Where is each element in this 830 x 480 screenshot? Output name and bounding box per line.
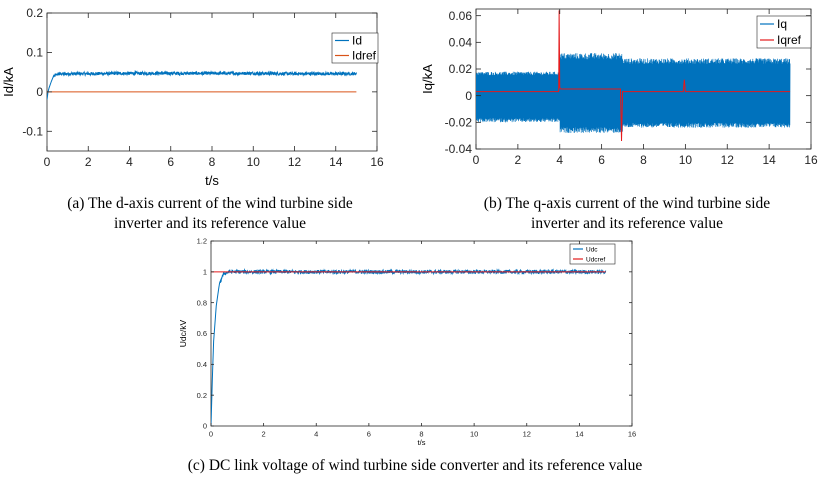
x-tick-label: 14: [762, 153, 776, 167]
x-tick-label: 4: [314, 430, 318, 439]
y-axis-label: Iq/kA: [420, 64, 435, 94]
y-tick-label: 0.4: [197, 360, 207, 369]
x-tick-label: 0: [209, 430, 213, 439]
legend-entry: Iq: [777, 17, 787, 31]
x-tick-label: 4: [126, 155, 133, 169]
legend: Iq Iqref: [756, 15, 812, 49]
legend-box: [756, 15, 812, 49]
x-tick-label: 2: [85, 155, 92, 169]
y-axis-label: Id/kA: [1, 67, 16, 97]
data-layer: [211, 268, 607, 426]
y-tick-label: 0.06: [449, 9, 473, 23]
y-tick-label: 0.2: [26, 6, 43, 20]
y-tick-label: 0.6: [197, 329, 207, 338]
y-tick-label: 0.2: [197, 391, 207, 400]
x-tick-label: 14: [329, 155, 343, 169]
legend-entry: Iqref: [777, 33, 802, 47]
caption-b-line2: inverter and its reference value: [531, 215, 723, 232]
x-tick-label: 10: [679, 153, 693, 167]
y-tick-label: -0.02: [445, 116, 473, 130]
x-tick-label: 16: [370, 155, 384, 169]
x-tick-label: 14: [575, 430, 583, 439]
caption-c-line1: (c) DC link voltage of wind turbine side…: [187, 457, 643, 474]
x-tick-label: 10: [247, 155, 261, 169]
x-axis-label: t/s: [418, 438, 426, 447]
x-tick-label: 0: [44, 155, 51, 169]
x-tick-label: 12: [523, 430, 531, 439]
x-tick-label: 10: [470, 430, 478, 439]
legend-entry: Udcref: [586, 257, 605, 264]
y-tick-label: 0.02: [449, 62, 473, 76]
y-tick-label: 0: [203, 422, 207, 431]
y-tick-label: 1: [203, 267, 207, 276]
caption-a-line1: (a) The d-axis current of the wind turbi…: [67, 195, 353, 212]
caption-a: (a) The d-axis current of the wind turbi…: [20, 194, 400, 234]
plot-area: [46, 12, 378, 152]
series-Iq: [476, 53, 791, 133]
y-tick-label: 1.2: [197, 237, 207, 246]
y-tick-label: 0.1: [26, 46, 43, 60]
data-layer: [476, 10, 791, 142]
legend: Udc Udcref: [569, 243, 616, 265]
x-tick-label: 12: [721, 153, 735, 167]
caption-b-line1: (b) The q-axis current of the wind turbi…: [483, 195, 771, 212]
legend-entry: Id: [352, 34, 362, 48]
y-tick-label: -0.1: [22, 124, 43, 138]
x-tick-label: 16: [628, 430, 636, 439]
y-tick-label: 0: [36, 85, 43, 99]
caption-b: (b) The q-axis current of the wind turbi…: [432, 194, 822, 234]
x-tick-label: 2: [515, 153, 522, 167]
x-tick-label: 6: [598, 153, 605, 167]
data-layer: [47, 69, 357, 100]
chart-c-svg: 0 2 4 6 8 10 12 14 16 0 0.2 0.4 0.6 0.8 1 1.2 t/s Udc/kV U…: [178, 237, 636, 447]
x-tick-label: 16: [804, 153, 818, 167]
x-tick-label: 6: [367, 430, 371, 439]
x-tick-label: 0: [473, 153, 480, 167]
y-axis-label: Udc/kV: [178, 319, 188, 347]
y-tick-label: 0: [465, 89, 472, 103]
y-tick-label: 0.8: [197, 298, 207, 307]
series-Iqref: [476, 10, 791, 142]
chart-panel-c: 0 2 4 6 8 10 12 14 16 0 0.2 0.4 0.6 0.8 1 1.2 t/s Udc/kV U…: [170, 234, 650, 456]
chart-b-svg: 0 2 4 6 8 10 12 14 16 -0.04 -0.02 0 0.02 0.04 0.06 Iq/k…: [420, 8, 818, 167]
legend-entry: Idref: [352, 49, 377, 63]
y-tick-label: 0.04: [449, 36, 473, 50]
plot-area: [210, 240, 633, 427]
x-tick-label: 8: [209, 155, 216, 169]
caption-a-line2: inverter and its reference value: [114, 215, 306, 232]
x-tick-label: 8: [419, 430, 423, 439]
chart-panel-a: 0 2 4 6 8 10 12 14 16 -0.1 0 0.1 0.2 t/s Id/kA Id Idref: [0, 0, 410, 190]
y-tick-label: -0.04: [445, 142, 473, 156]
x-tick-label: 6: [167, 155, 174, 169]
x-tick-label: 8: [640, 153, 647, 167]
x-tick-label: 4: [556, 153, 563, 167]
x-tick-label: 2: [262, 430, 266, 439]
x-axis-label: t/s: [205, 173, 219, 188]
legend-entry: Udc: [586, 247, 598, 254]
legend-box: [331, 32, 379, 64]
series-Udc: [211, 268, 607, 426]
series-Id: [47, 69, 357, 100]
x-tick-label: 12: [288, 155, 302, 169]
caption-c: (c) DC link voltage of wind turbine side…: [60, 456, 770, 476]
chart-panel-b: 0 2 4 6 8 10 12 14 16 -0.04 -0.02 0 0.02 0.04 0.06 Iq/k…: [415, 0, 830, 190]
